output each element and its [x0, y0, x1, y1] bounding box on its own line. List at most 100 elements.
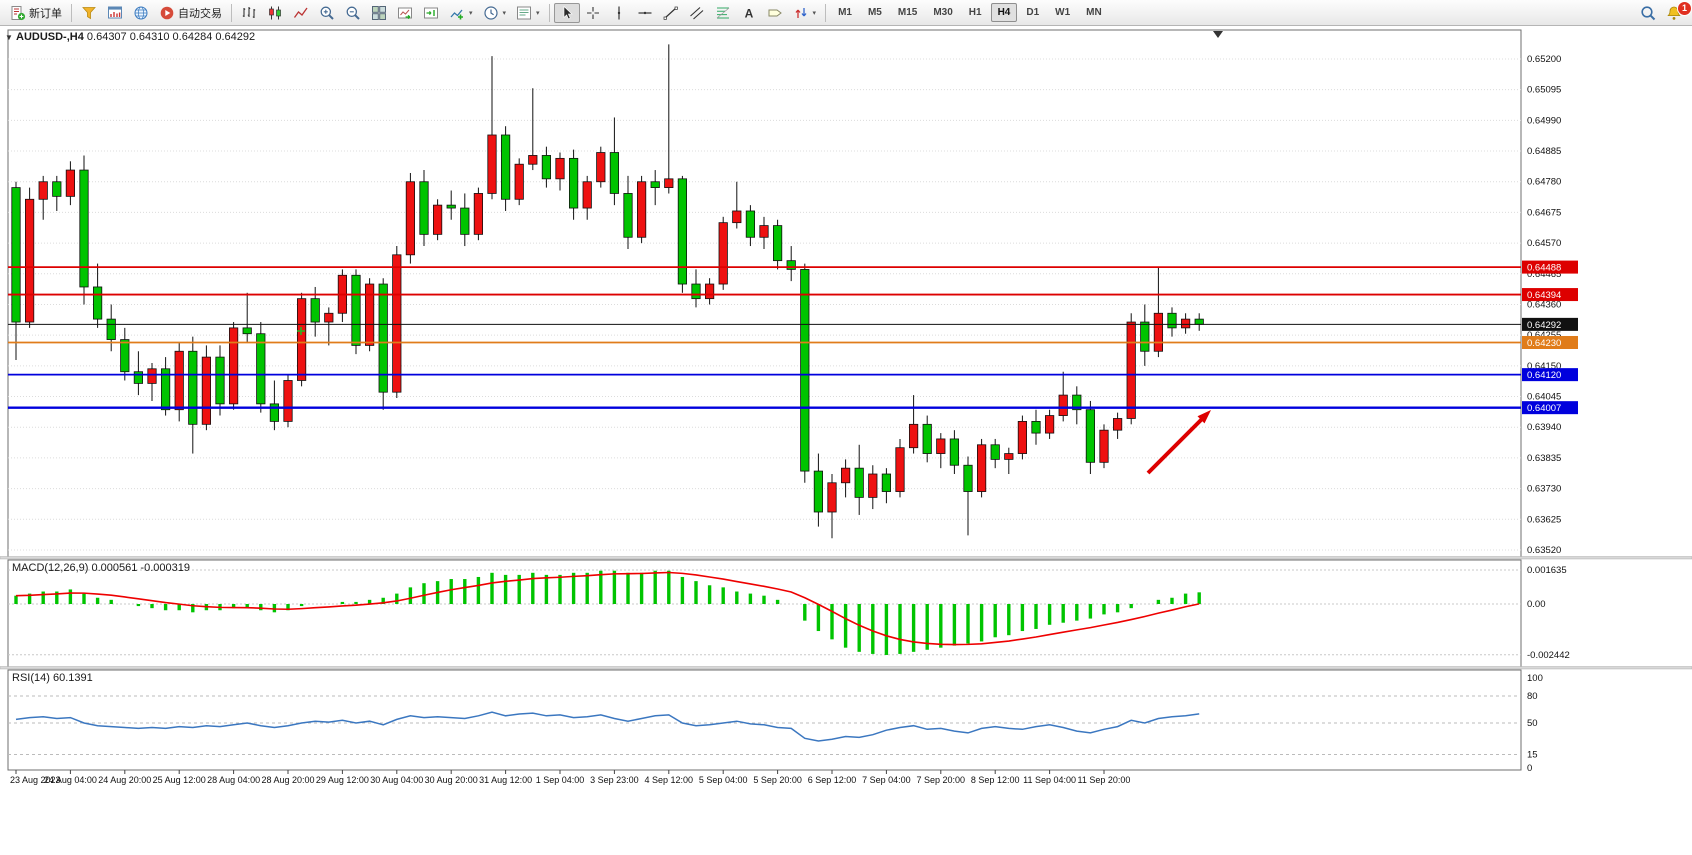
notifications-button[interactable]: 1	[1661, 0, 1692, 23]
chart-shift-marker[interactable]	[1213, 31, 1223, 38]
price-tag-label: 0.64292	[1527, 320, 1561, 331]
market-watch-icon	[133, 5, 149, 21]
one-click-trading-toggle[interactable]: ▼	[5, 33, 13, 42]
candle	[963, 464, 973, 492]
trendline-tool-button[interactable]	[658, 3, 684, 23]
channel-tool-button[interactable]	[684, 3, 710, 23]
fibonacci-tool-button[interactable]	[710, 3, 736, 23]
timeframe-h1-button[interactable]: H1	[968, 7, 982, 18]
auto-trading-button[interactable]: 自动交易	[154, 3, 227, 23]
toolbar-separator	[548, 3, 550, 22]
dropdown-arrow-icon[interactable]: ▾	[502, 9, 507, 17]
candle	[718, 222, 728, 285]
tile-windows-icon	[371, 5, 387, 21]
timeframe-m15-button[interactable]: M15	[897, 7, 918, 18]
timeframe-m1-button[interactable]: M1	[838, 7, 852, 18]
search-button[interactable]	[1635, 3, 1661, 23]
chart-line-mode-button[interactable]	[288, 3, 314, 23]
chart-title: AUDUSD-,H4 0.64307 0.64310 0.64284 0.642…	[16, 31, 255, 43]
chart-bars-mode-button[interactable]	[236, 3, 262, 23]
candle	[473, 193, 484, 235]
candle	[800, 269, 810, 472]
candle	[528, 155, 538, 165]
candle	[174, 350, 184, 411]
arrows-tool-button[interactable]: ▾	[788, 3, 822, 23]
new-order-button[interactable]: 新订单	[5, 3, 67, 23]
vertical-line-tool-button[interactable]	[606, 3, 632, 23]
rsi-value-label: 60.1391	[52, 672, 93, 684]
time-axis-label: 30 Aug 04:00	[370, 775, 423, 785]
cursor-tool-button[interactable]	[553, 2, 580, 23]
candle	[936, 438, 946, 454]
support-line-2-price-tag	[1522, 401, 1578, 415]
text-tool-button[interactable]	[736, 3, 762, 23]
pane-separator[interactable]	[0, 556, 1692, 560]
candle	[813, 470, 824, 513]
dropdown-arrow-icon[interactable]: ▾	[812, 9, 817, 17]
auto-scroll-button[interactable]	[392, 3, 418, 23]
new-chart-button[interactable]	[102, 3, 128, 23]
timeframe-mn-button[interactable]: MN	[1086, 7, 1102, 18]
pane-separator[interactable]	[0, 666, 1692, 670]
chart-candles-mode-button[interactable]	[262, 3, 288, 23]
candle	[609, 152, 620, 194]
price-scale[interactable]	[1522, 30, 1592, 770]
annotation-arrow[interactable]	[1146, 417, 1204, 475]
tile-windows-button[interactable]	[366, 3, 392, 23]
time-axis-label: 7 Sep 04:00	[862, 775, 911, 785]
chart-line-mode-icon	[293, 5, 309, 21]
time-axis-label: 4 Sep 12:00	[645, 775, 694, 785]
candle	[79, 169, 89, 288]
zoom-out-button[interactable]	[340, 3, 366, 23]
timeframe-h4-button[interactable]: H4	[990, 3, 1018, 22]
candle	[133, 371, 143, 384]
candle	[188, 350, 198, 425]
periods-button[interactable]: ▾	[478, 3, 512, 23]
candle	[1045, 415, 1055, 434]
timeframe-m30-button[interactable]: M30	[933, 7, 953, 18]
macd-axis-label: -0.002442	[1527, 650, 1570, 661]
price-axis-label: 0.64150	[1527, 361, 1561, 372]
timeframe-d1-button[interactable]: D1	[1026, 7, 1040, 18]
macd-signal-line	[15, 571, 1200, 646]
main-pane	[7, 29, 1522, 558]
price-axis-label: 0.65200	[1527, 54, 1561, 65]
candle	[283, 380, 293, 422]
candle	[637, 181, 647, 238]
candle	[773, 225, 783, 262]
chart-shift-button[interactable]	[418, 3, 444, 23]
candle	[228, 327, 239, 405]
candle	[650, 181, 660, 188]
annotation-arrow-head[interactable]	[1197, 410, 1212, 424]
market-watch-button[interactable]	[128, 3, 154, 23]
templates-button[interactable]: ▾	[511, 3, 545, 23]
chart-candles-mode-icon	[267, 5, 283, 21]
toolbar-separator	[71, 3, 72, 22]
label-tool-button[interactable]	[762, 3, 788, 23]
dropdown-arrow-icon[interactable]: ▾	[536, 9, 540, 17]
indicators-icon	[449, 5, 465, 21]
new-order-icon	[10, 5, 26, 21]
dropdown-arrow-icon[interactable]: ▾	[469, 9, 473, 17]
candle	[868, 473, 878, 498]
strategy-tester-button[interactable]	[76, 3, 102, 23]
timeframe-m5-button[interactable]: M5	[867, 7, 882, 18]
candle	[296, 298, 307, 381]
zoom-in-button[interactable]	[314, 3, 340, 23]
indicators-button[interactable]: ▾	[444, 3, 478, 23]
strategy-tester-icon	[81, 5, 97, 21]
price-axis-label: 0.64465	[1527, 269, 1561, 280]
crosshair-tool-button[interactable]	[580, 3, 606, 23]
chart-symbol-label: AUDUSD-,H4	[16, 31, 84, 43]
candle	[432, 204, 443, 235]
rsi-axis-label: 50	[1527, 718, 1538, 729]
candle	[786, 260, 796, 270]
time-axis-label: 5 Sep 20:00	[753, 775, 802, 785]
time-scale[interactable]	[8, 770, 1521, 790]
price-axis-label: 0.63835	[1527, 453, 1561, 464]
macd-label: MACD(12,26,9)	[12, 562, 89, 574]
timeframe-w1-button[interactable]: W1	[1055, 7, 1071, 18]
candle	[623, 193, 633, 238]
candle	[569, 157, 579, 209]
horizontal-line-tool-button[interactable]	[632, 3, 658, 23]
